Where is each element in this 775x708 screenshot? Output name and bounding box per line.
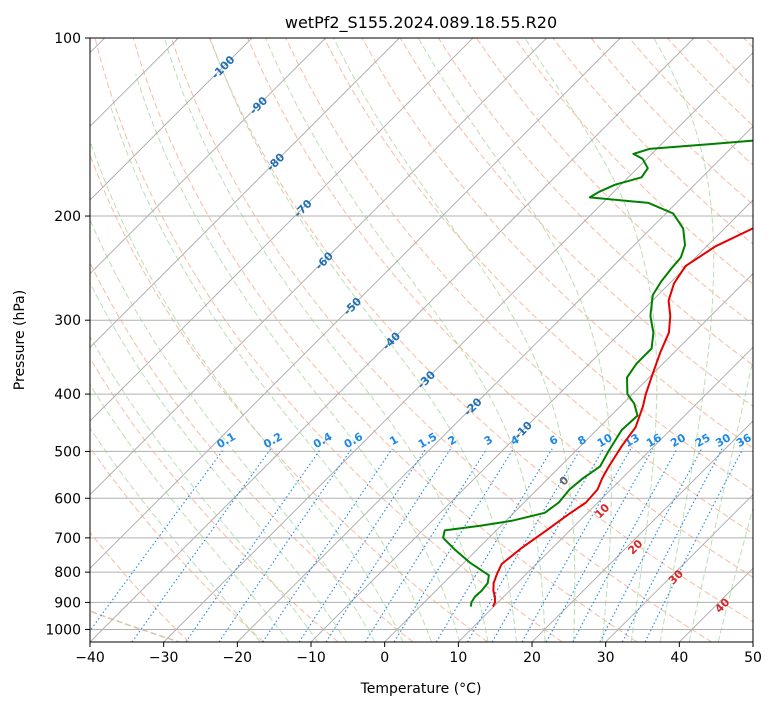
isotherm-line [310,199,753,642]
y-tick-label: 1000 [45,622,81,638]
moist-adiabat-line [688,356,753,642]
x-tick-label: 10 [449,650,467,666]
isotherm-line [457,346,753,642]
isotherm-line [90,38,400,349]
x-axis-label: Temperature (°C) [360,681,482,697]
mixing-ratio-line [325,448,452,642]
mixing-ratio-line [298,448,427,642]
x-tick-label: −20 [223,650,253,666]
y-axis-label: Pressure (hPa) [12,290,28,390]
moist-adiabat-line [90,427,261,642]
x-axis: −40 −30 −20 −10 0 10 20 30 40 50 [75,642,762,666]
mixing-ratio-line [262,448,393,642]
x-tick-label: −30 [149,650,179,666]
mixing-ratio-line [467,448,582,642]
dewpoint-profile-line [442,139,753,607]
isotherm-line [384,272,753,642]
mixing-ratio-line [599,448,703,642]
dry-adiabat-line [437,38,753,366]
y-tick-label: 900 [54,595,81,611]
isotherm-line [531,420,753,642]
isotherm-line [90,38,327,275]
dry-adiabat-line [209,38,753,623]
mixing-ratio-line [90,448,225,632]
y-tick-label: 800 [54,565,81,581]
moist-adiabat-line [90,281,347,642]
moist-adiabat-line [90,335,319,642]
dry-adiabat-line [90,357,339,642]
moist-adiabat-line [90,383,290,642]
x-tick-label: 40 [670,650,688,666]
y-tick-label: 400 [54,387,81,403]
x-tick-label: −10 [296,650,326,666]
dry-adiabat-line [514,38,753,285]
plot-frame [89,37,754,643]
isotherm-line [605,493,753,642]
isotherm-line [90,38,253,201]
moist-adiabat-line [265,38,546,642]
mixing-ratio-line [185,448,322,642]
y-tick-label: 700 [54,531,81,547]
moist-adiabat-line [135,73,461,642]
dry-adiabat-line [399,38,753,408]
isotherm-line [90,38,621,570]
isotherm-line [236,125,753,642]
y-tick-label: 100 [54,31,81,47]
y-tick-label: 500 [54,444,81,460]
tan-reference-curve [90,610,180,642]
isotherm-line [163,51,753,642]
y-tick-label: 300 [54,313,81,329]
x-tick-label: 30 [597,650,615,666]
mixing-ratio-line [131,448,272,642]
temperature-profile-line [492,227,753,608]
moist-adiabat-line [209,38,517,642]
moist-adiabat-line [163,38,489,642]
x-tick-label: 20 [523,650,541,666]
mixing-ratio-line [572,448,678,642]
isotherm-line [90,38,695,642]
y-tick-label: 600 [54,491,81,507]
background-lines [90,38,753,642]
dry-adiabat-line [90,153,488,642]
dry-adiabat-line [90,446,264,642]
y-axis: 100 200 300 400 500 600 700 800 900 1000 [45,31,90,638]
isotherm-line [90,38,548,496]
dry-adiabat-line [90,531,190,642]
isotherm-line [90,38,474,422]
dry-adiabat-line [94,38,563,642]
moist-adiabat-line [333,38,576,642]
moist-adiabat-line [417,38,612,642]
moist-adiabat-line [524,38,658,642]
x-tick-label: −40 [75,650,105,666]
moist-adiabat-line [653,38,715,642]
mixing-ratio-line [218,448,353,642]
x-tick-label: 50 [744,650,762,666]
chart-title: wetPf2_S155.2024.089.18.55.R20 [285,13,557,33]
dry-adiabat-line [247,38,753,578]
mixing-ratio-label: 36 [734,431,754,450]
x-tick-label: 0 [380,650,389,666]
mixing-ratio-line [393,448,514,642]
mixing-ratio-line [364,448,488,642]
mixing-ratio-line [621,448,723,642]
profile-lines [442,139,753,608]
y-tick-label: 200 [54,209,81,225]
